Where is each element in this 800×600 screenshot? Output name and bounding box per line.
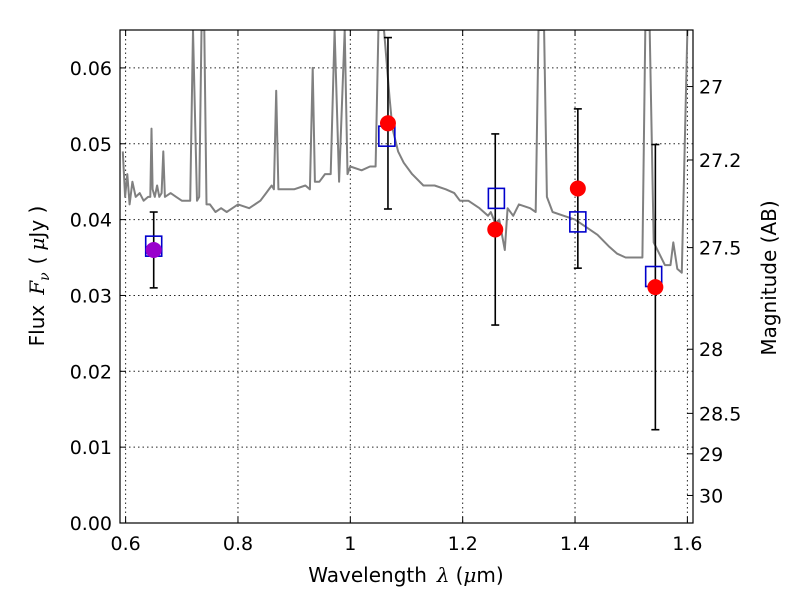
x-tick-label: 1	[344, 533, 356, 555]
y-tick-label: 0.04	[70, 210, 112, 232]
y2-tick-label: 29	[699, 444, 723, 466]
x-tick-label: 0.8	[223, 533, 253, 555]
axis-ticks	[120, 30, 693, 524]
y2-tick-label: 28.5	[699, 403, 741, 425]
y-tick-label: 0.06	[70, 58, 112, 80]
y-tick-labels: 0.00 0.01 0.02 0.03 0.04 0.05 0.06	[70, 58, 112, 535]
plot-frame	[119, 29, 694, 524]
observed-point	[487, 221, 504, 238]
x-tick-labels: 0.6 0.8 1 1.2 1.4 1.6	[111, 533, 703, 555]
y-tick-label: 0.01	[70, 437, 112, 459]
y-axis-label: FluxFν(μJy )	[25, 206, 53, 347]
observed-point	[145, 241, 162, 258]
y-tick-label: 0.05	[70, 134, 112, 156]
observed-markers	[145, 115, 664, 296]
x-tick-label: 1.2	[448, 533, 478, 555]
model-square	[569, 211, 587, 233]
x-tick-label: 0.6	[111, 533, 141, 555]
observed-point	[647, 279, 664, 296]
y2-tick-labels: 27 27.2 27.5 28 28.5 29 30	[699, 77, 741, 508]
y-tick-label: 0.00	[70, 513, 112, 535]
model-square	[487, 187, 506, 210]
y2-axis-label: Magnitude (AB)	[757, 200, 781, 355]
y2-tick-label: 28	[699, 339, 723, 361]
y-tick-label: 0.02	[70, 361, 112, 383]
y2-tick-label: 27.2	[699, 150, 741, 172]
y2-tick-label: 27.5	[699, 238, 741, 260]
y-tick-label: 0.03	[70, 285, 112, 307]
x-tick-label: 1.6	[672, 533, 702, 555]
x-axis-label: Wavelength λ (μm)	[308, 563, 503, 587]
grid-lines	[120, 30, 693, 524]
y2-tick-label: 27	[699, 77, 723, 99]
observed-point	[379, 115, 396, 132]
y2-tick-label: 30	[699, 485, 723, 507]
observed-point	[569, 180, 586, 197]
x-tick-label: 1.4	[560, 533, 590, 555]
